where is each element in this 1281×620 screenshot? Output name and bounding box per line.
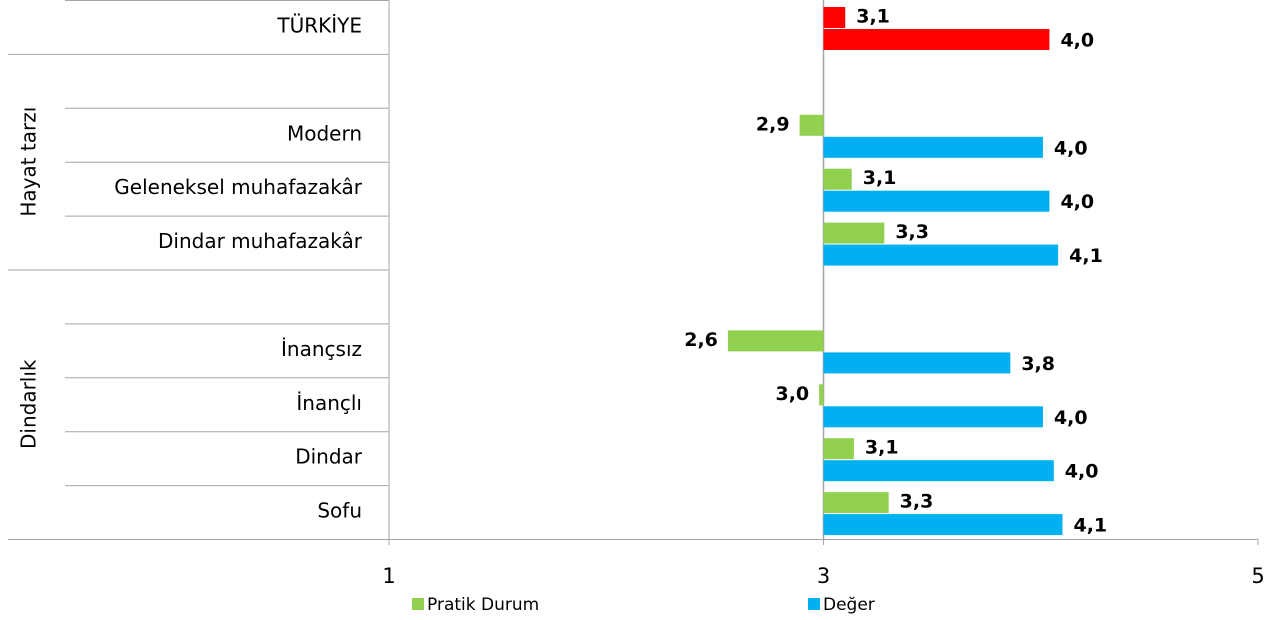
- data-label: 2,6: [684, 329, 718, 351]
- data-label: 3,1: [856, 6, 890, 28]
- bar: [823, 29, 1050, 50]
- data-label: 3,3: [895, 221, 929, 243]
- bar: [823, 438, 854, 460]
- bar: [823, 244, 1059, 266]
- bar: [823, 406, 1043, 428]
- group-label: Dindarlık: [17, 359, 41, 449]
- bar: [823, 168, 852, 190]
- data-label: 3,0: [775, 383, 809, 405]
- category-label: İnançsız: [281, 337, 362, 361]
- bar: [823, 7, 846, 28]
- data-label: 4,0: [1065, 461, 1099, 483]
- bar: [823, 222, 885, 244]
- legend-swatch: [412, 598, 424, 610]
- legend-label: Değer: [823, 595, 875, 615]
- category-label: TÜRKİYE: [276, 14, 362, 38]
- data-label: 4,0: [1060, 30, 1094, 52]
- group-label: Hayat tarzı: [17, 107, 41, 217]
- data-label: 3,1: [863, 167, 897, 189]
- legend-swatch: [808, 598, 820, 610]
- data-label: 3,3: [900, 491, 934, 513]
- legend-label: Pratik Durum: [427, 595, 539, 615]
- bar: [823, 460, 1054, 482]
- data-label: 3,8: [1021, 353, 1055, 375]
- bar: [823, 352, 1011, 374]
- bar: [727, 330, 824, 352]
- category-label: Sofu: [317, 499, 362, 523]
- bar: [823, 514, 1063, 536]
- x-tick-label: 1: [382, 564, 395, 588]
- category-label: Modern: [287, 121, 362, 145]
- data-label: 4,0: [1060, 191, 1094, 213]
- category-label: Geleneksel muhafazakâr: [114, 175, 362, 199]
- data-label: 2,9: [756, 113, 790, 135]
- x-tick-label: 3: [817, 564, 830, 588]
- data-label: 4,0: [1054, 137, 1088, 159]
- bar: [823, 190, 1050, 212]
- category-label: Dindar: [295, 445, 363, 469]
- data-label: 4,1: [1073, 515, 1107, 537]
- x-tick-label: 5: [1251, 564, 1264, 588]
- data-label: 4,1: [1069, 245, 1103, 267]
- data-label: 4,0: [1054, 407, 1088, 429]
- category-label: Dindar muhafazakâr: [158, 229, 363, 253]
- bar: [823, 492, 889, 514]
- bar: [799, 114, 824, 136]
- bar: [819, 384, 824, 406]
- data-label: 3,1: [865, 437, 899, 459]
- category-label: İnançlı: [296, 391, 362, 415]
- bar: [823, 136, 1043, 158]
